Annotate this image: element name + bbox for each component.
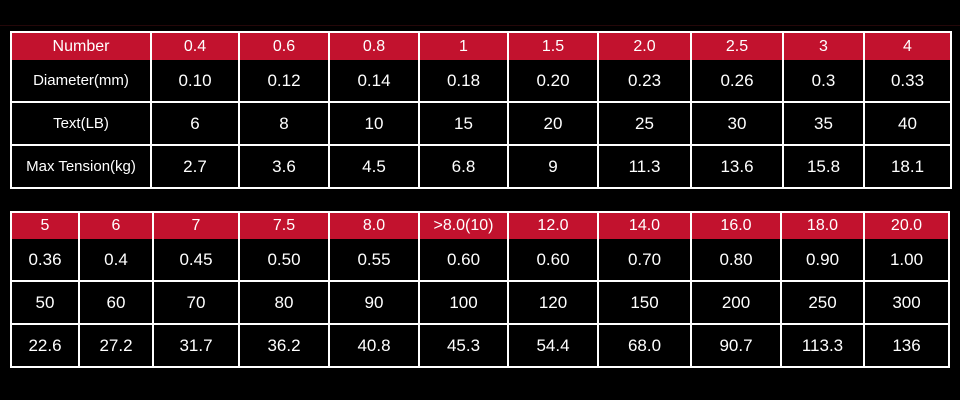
value-cell: 0.23 <box>597 60 692 103</box>
header-cell: 18.0 <box>780 211 865 239</box>
value-cell: 35 <box>782 101 865 146</box>
value-cell: 0.80 <box>690 239 782 282</box>
value-cell: 0.60 <box>507 239 599 282</box>
value-cell: 0.10 <box>150 60 240 103</box>
value-cell: 40 <box>863 101 952 146</box>
value-cell: 36.2 <box>238 323 330 368</box>
value-cell: 13.6 <box>690 144 784 189</box>
header-cell: 12.0 <box>507 211 599 239</box>
table-row: Max Tension(kg) 2.7 3.6 4.5 6.8 9 11.3 13.6 15.8… <box>10 144 952 189</box>
top-divider-line <box>0 25 960 26</box>
value-cell: 0.50 <box>238 239 330 282</box>
value-cell: 0.20 <box>507 60 599 103</box>
upper-header-row: Number 0.4 0.6 0.8 1 1.5 2.0 2.5 3 4 <box>10 31 952 60</box>
header-cell: 1.5 <box>507 31 599 60</box>
header-cell: 1 <box>418 31 509 60</box>
value-cell: 25 <box>597 101 692 146</box>
value-cell: 18.1 <box>863 144 952 189</box>
value-cell: 80 <box>238 280 330 325</box>
value-cell: 15 <box>418 101 509 146</box>
value-cell: 90.7 <box>690 323 782 368</box>
lower-body: 0.36 0.4 0.45 0.50 0.55 0.60 0.60 0.70 0.80 0.90 1… <box>10 239 950 368</box>
value-cell: 200 <box>690 280 782 325</box>
value-cell: 113.3 <box>780 323 865 368</box>
header-cell: 14.0 <box>597 211 692 239</box>
value-cell: 15.8 <box>782 144 865 189</box>
value-cell: 150 <box>597 280 692 325</box>
row-label-cell: Max Tension(kg) <box>10 144 152 189</box>
table-row: Diameter(mm) 0.10 0.12 0.14 0.18 0.20 0.23 0.26… <box>10 60 952 103</box>
value-cell: 0.70 <box>597 239 692 282</box>
header-label-cell: Number <box>10 31 152 60</box>
value-cell: 6 <box>150 101 240 146</box>
header-cell: 5 <box>10 211 80 239</box>
value-cell: 30 <box>690 101 784 146</box>
value-cell: 40.8 <box>328 323 420 368</box>
value-cell: 1.00 <box>863 239 950 282</box>
value-cell: 250 <box>780 280 865 325</box>
value-cell: 300 <box>863 280 950 325</box>
header-cell: 0.4 <box>150 31 240 60</box>
value-cell: 27.2 <box>78 323 154 368</box>
value-cell: 4.5 <box>328 144 420 189</box>
header-cell: 8.0 <box>328 211 420 239</box>
value-cell: 31.7 <box>152 323 240 368</box>
value-cell: 22.6 <box>10 323 80 368</box>
value-cell: 70 <box>152 280 240 325</box>
value-cell: 9 <box>507 144 599 189</box>
table-row: 0.36 0.4 0.45 0.50 0.55 0.60 0.60 0.70 0.80 0.90 1… <box>10 239 950 282</box>
header-cell: 4 <box>863 31 952 60</box>
header-cell: 0.6 <box>238 31 330 60</box>
value-cell: 136 <box>863 323 950 368</box>
table-row: Text(LB) 6 8 10 15 20 25 30 35 40 <box>10 101 952 146</box>
header-cell: 2.0 <box>597 31 692 60</box>
value-cell: 11.3 <box>597 144 692 189</box>
header-cell: 20.0 <box>863 211 950 239</box>
value-cell: 90 <box>328 280 420 325</box>
value-cell: 0.14 <box>328 60 420 103</box>
header-cell: 7 <box>152 211 240 239</box>
spec-table-lower: 5 6 7 7.5 8.0 >8.0(10) 12.0 14.0 16.0 18.0 20.0 0.… <box>10 211 950 368</box>
value-cell: 0.3 <box>782 60 865 103</box>
value-cell: 3.6 <box>238 144 330 189</box>
value-cell: 0.60 <box>418 239 509 282</box>
value-cell: 0.45 <box>152 239 240 282</box>
value-cell: 0.90 <box>780 239 865 282</box>
header-cell: 2.5 <box>690 31 784 60</box>
value-cell: 0.18 <box>418 60 509 103</box>
value-cell: 120 <box>507 280 599 325</box>
header-cell: >8.0(10) <box>418 211 509 239</box>
value-cell: 60 <box>78 280 154 325</box>
value-cell: 2.7 <box>150 144 240 189</box>
value-cell: 0.36 <box>10 239 80 282</box>
value-cell: 0.33 <box>863 60 952 103</box>
value-cell: 50 <box>10 280 80 325</box>
value-cell: 0.26 <box>690 60 784 103</box>
header-cell: 7.5 <box>238 211 330 239</box>
value-cell: 100 <box>418 280 509 325</box>
value-cell: 45.3 <box>418 323 509 368</box>
value-cell: 10 <box>328 101 420 146</box>
table-row: 22.6 27.2 31.7 36.2 40.8 45.3 54.4 68.0 90.7 113.… <box>10 323 950 368</box>
lower-header-row: 5 6 7 7.5 8.0 >8.0(10) 12.0 14.0 16.0 18.0 20.0 <box>10 211 950 239</box>
header-cell: 16.0 <box>690 211 782 239</box>
value-cell: 0.12 <box>238 60 330 103</box>
header-cell: 0.8 <box>328 31 420 60</box>
table-row: 50 60 70 80 90 100 120 150 200 250 300 <box>10 280 950 325</box>
value-cell: 0.4 <box>78 239 154 282</box>
header-cell: 3 <box>782 31 865 60</box>
upper-body: Diameter(mm) 0.10 0.12 0.14 0.18 0.20 0.23 0.26… <box>10 60 952 189</box>
value-cell: 8 <box>238 101 330 146</box>
row-label-cell: Text(LB) <box>10 101 152 146</box>
value-cell: 68.0 <box>597 323 692 368</box>
value-cell: 6.8 <box>418 144 509 189</box>
value-cell: 54.4 <box>507 323 599 368</box>
header-cell: 6 <box>78 211 154 239</box>
value-cell: 20 <box>507 101 599 146</box>
row-label-cell: Diameter(mm) <box>10 60 152 103</box>
spec-table-upper: Number 0.4 0.6 0.8 1 1.5 2.0 2.5 3 4 Diameter(mm)… <box>10 31 952 189</box>
value-cell: 0.55 <box>328 239 420 282</box>
